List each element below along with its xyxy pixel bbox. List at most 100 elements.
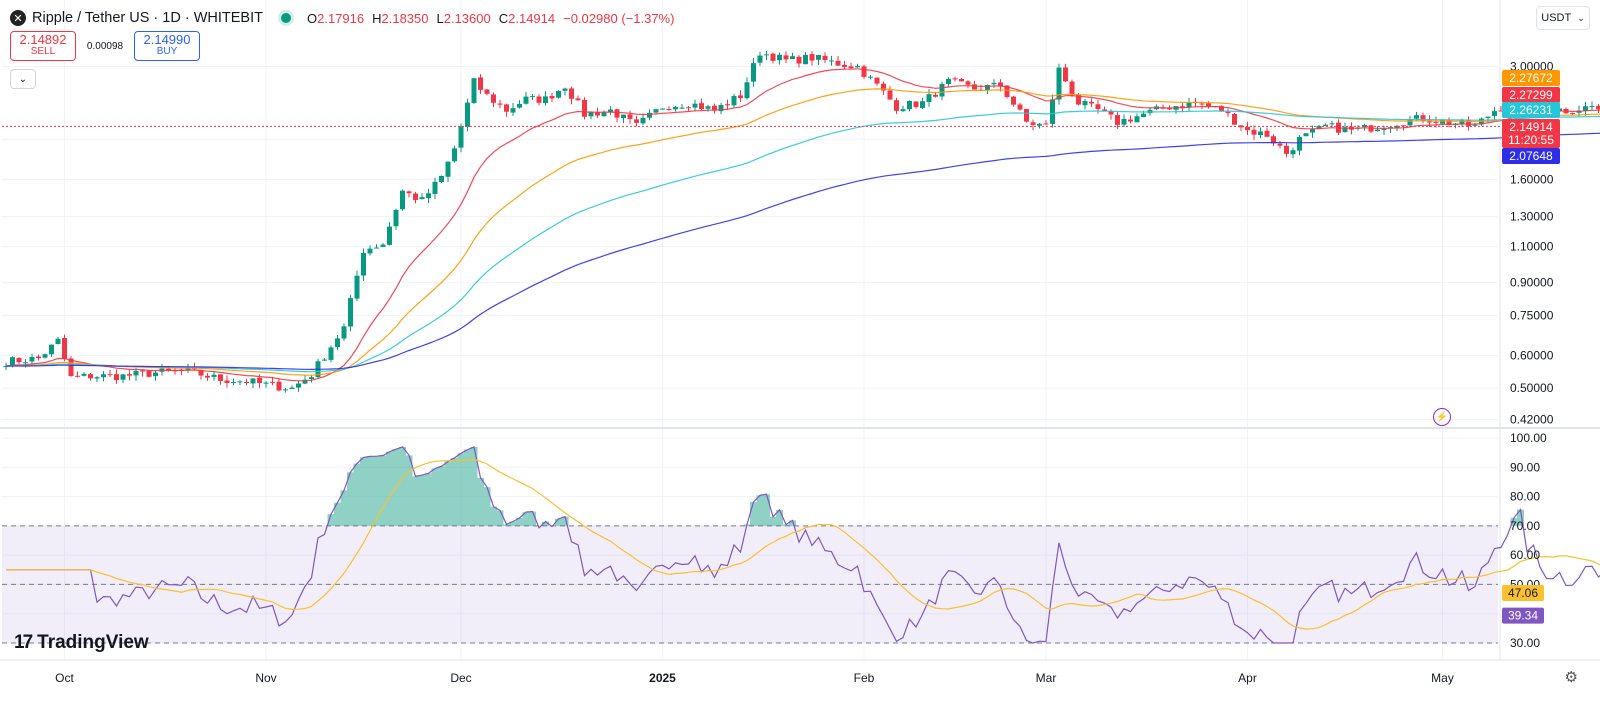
candle	[439, 175, 444, 183]
candle-body	[874, 77, 880, 84]
ema-200-line	[5, 132, 1600, 371]
currency-label: USDT	[1541, 12, 1572, 24]
price-tick-label: 0.50000	[1510, 381, 1554, 395]
candle	[549, 93, 555, 103]
candle-body	[1375, 129, 1380, 132]
candle	[491, 92, 496, 108]
candle-body	[1115, 115, 1120, 125]
candle-body	[1472, 124, 1478, 126]
symbol-title[interactable]: Ripple / Tether US · 1D · WHITEBIT	[32, 10, 263, 26]
candle-body	[367, 248, 373, 254]
candle	[94, 376, 100, 382]
candle	[49, 344, 54, 357]
rsi-line	[6, 446, 1600, 644]
ripple-logo-icon[interactable]: ✕	[10, 10, 26, 26]
candle	[712, 103, 717, 114]
candle-body	[127, 374, 132, 376]
candle-body	[946, 78, 951, 84]
candle-body	[458, 126, 464, 148]
sell-button[interactable]: 2.14892 SELL	[10, 31, 76, 61]
candle	[614, 108, 620, 123]
candle	[231, 378, 236, 386]
candle-body	[94, 377, 100, 379]
sell-price: 2.14892	[19, 32, 67, 47]
candle	[1589, 101, 1595, 111]
time-axis: OctNovDec2025FebMarAprMayJun	[55, 671, 1454, 685]
ema-20-line	[5, 68, 1600, 382]
candle	[309, 375, 314, 383]
candle	[718, 102, 724, 115]
candle-body	[1264, 130, 1270, 137]
candle	[1290, 147, 1296, 159]
time-tick-label: Dec	[450, 671, 471, 685]
candle-body	[699, 103, 704, 110]
collapse-legend-button[interactable]: ⌄	[10, 69, 36, 89]
candle	[244, 378, 249, 386]
candle	[114, 369, 119, 384]
candle	[3, 362, 9, 371]
trade-panel: 2.14892 SELL 0.00098 2.14990 BUY	[10, 31, 200, 61]
candle-body	[289, 387, 295, 389]
candle	[894, 97, 899, 114]
high-value: 2.18350	[381, 10, 429, 26]
close-value: 2.14914	[508, 10, 556, 26]
candle	[1024, 108, 1029, 123]
candle-body	[120, 374, 126, 380]
candle-body	[88, 374, 93, 379]
candle-body	[1134, 116, 1140, 123]
candle-body	[1570, 112, 1575, 114]
candle	[380, 243, 386, 248]
candle	[218, 374, 223, 385]
candle-body	[1258, 131, 1263, 136]
candle	[452, 145, 457, 163]
candle	[939, 81, 945, 101]
candle-body	[81, 373, 87, 376]
candle	[205, 373, 210, 381]
candle-body	[276, 381, 282, 391]
candle-body	[510, 108, 516, 113]
candle	[127, 370, 132, 381]
candle-body	[673, 106, 678, 110]
candle-body	[322, 359, 327, 361]
candle-body	[1284, 145, 1289, 154]
currency-select[interactable]: USDT ⌄	[1536, 6, 1590, 30]
candle-body	[1394, 125, 1400, 128]
candle-body	[692, 103, 698, 108]
buy-button[interactable]: 2.14990 BUY	[134, 31, 200, 61]
candle	[621, 114, 626, 124]
price-tick-label: 1.30000	[1510, 210, 1554, 224]
candle	[822, 52, 828, 64]
candle-body	[146, 370, 152, 377]
candle	[101, 371, 106, 382]
candle-body	[686, 107, 691, 109]
candle	[478, 74, 483, 94]
lightning-icon[interactable]: ⚡	[1433, 408, 1451, 426]
candle-body	[341, 326, 347, 339]
candle-body	[452, 148, 457, 162]
candle-body	[972, 84, 977, 90]
candle	[764, 50, 769, 61]
rsi-tick-label: 90.00	[1510, 460, 1540, 474]
candle	[790, 52, 795, 60]
candle-body	[608, 109, 613, 113]
gear-icon[interactable]: ⚙	[1564, 669, 1578, 686]
candle-body	[380, 244, 386, 247]
candle-body	[250, 378, 256, 384]
candle	[1284, 142, 1289, 158]
candle	[757, 51, 763, 66]
candle	[978, 84, 984, 91]
candle	[75, 371, 80, 378]
candle	[744, 77, 750, 100]
candle	[296, 380, 301, 392]
candle-body	[36, 356, 41, 359]
candle-body	[1459, 119, 1465, 125]
candle	[946, 77, 951, 87]
price-marker-tag	[1502, 148, 1560, 164]
candle-body	[309, 377, 314, 380]
candle-body	[660, 108, 665, 110]
candle-body	[29, 357, 35, 362]
price-marker-tag	[1502, 132, 1560, 148]
candle-body	[1342, 127, 1348, 133]
candle-body	[283, 389, 288, 391]
